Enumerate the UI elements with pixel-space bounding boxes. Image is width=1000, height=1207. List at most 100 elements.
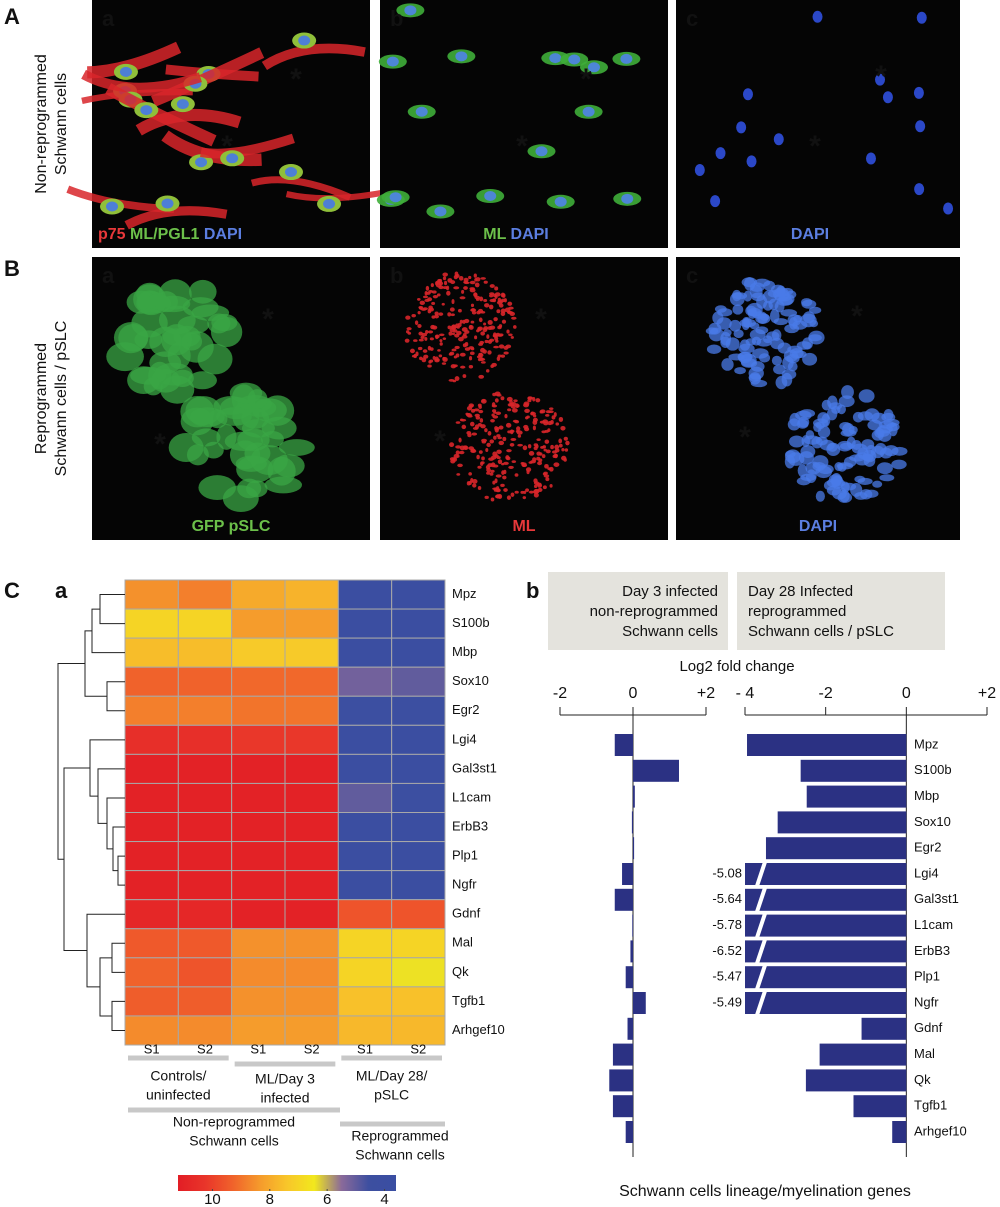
image-caption: ML DAPI <box>483 226 549 243</box>
bar <box>853 1095 907 1118</box>
category-label: Qk <box>914 1072 931 1087</box>
cell <box>441 362 447 365</box>
cell <box>216 407 252 426</box>
cell <box>438 278 443 284</box>
cell <box>404 338 410 343</box>
bar <box>625 966 633 989</box>
cell-process <box>261 43 366 71</box>
heatmap-cell <box>337 637 393 668</box>
row-label: Schwann cells / pSLC <box>53 321 70 477</box>
category-label: Tgfb1 <box>914 1098 947 1113</box>
cell <box>468 275 472 280</box>
cell <box>438 354 443 358</box>
axis-break <box>755 964 767 990</box>
cell <box>536 456 541 461</box>
bar <box>777 811 907 834</box>
cell <box>229 440 261 470</box>
heatmap-cell <box>284 841 339 872</box>
cell <box>542 485 547 490</box>
cell <box>478 409 484 414</box>
nucleus <box>389 192 402 203</box>
cell <box>468 472 472 476</box>
x-tick-label: -2 <box>553 685 567 702</box>
cell <box>506 449 512 453</box>
cell <box>451 348 457 352</box>
heatmap-cell <box>337 957 393 988</box>
caption-part: DAPI <box>204 226 242 243</box>
cell <box>456 454 460 458</box>
nucleus <box>943 202 954 215</box>
cell <box>474 335 478 340</box>
bar <box>745 914 907 937</box>
panel-title: Day 3 infected <box>622 583 718 600</box>
cell <box>496 393 502 397</box>
cell <box>503 345 509 350</box>
heatmap-cell <box>231 782 286 813</box>
nucleus <box>226 153 239 164</box>
cell <box>160 375 195 404</box>
micrograph <box>380 0 668 248</box>
axis-break <box>755 990 767 1016</box>
cell <box>837 404 846 415</box>
heatmap-cell <box>337 695 393 726</box>
cell <box>442 276 447 281</box>
cell <box>486 442 491 448</box>
micrograph-texture <box>705 277 908 503</box>
cell <box>862 449 877 463</box>
cell <box>781 369 797 380</box>
heatmap-cell <box>124 666 179 697</box>
heatmap-cell <box>337 1015 393 1046</box>
heatmap-cell <box>124 695 179 726</box>
cell <box>461 327 468 332</box>
cell <box>498 303 504 308</box>
column-label: S2 <box>410 1041 426 1056</box>
cell <box>458 437 462 443</box>
nucleus <box>140 105 153 116</box>
cell <box>507 301 513 306</box>
cell <box>421 308 427 311</box>
cell <box>826 478 841 488</box>
cell <box>500 396 505 401</box>
cell <box>891 459 907 470</box>
row-label: Plp1 <box>452 848 478 863</box>
cell <box>417 298 421 301</box>
cell <box>805 461 822 475</box>
heatmap-cell <box>337 986 393 1017</box>
heatmap-cell <box>124 579 179 610</box>
bar <box>614 734 633 756</box>
heatmap-cell <box>177 579 233 610</box>
cell <box>565 440 570 446</box>
cell <box>453 329 458 333</box>
heatmap-cell <box>284 1015 339 1046</box>
nucleus <box>582 106 595 117</box>
cell <box>463 281 470 285</box>
cell <box>470 448 476 453</box>
cell <box>455 353 460 358</box>
cell <box>850 483 863 497</box>
category-label: L1cam <box>914 917 953 932</box>
cell <box>510 492 515 497</box>
image-letter: c <box>686 6 698 31</box>
cell <box>420 335 425 340</box>
cell <box>432 295 438 299</box>
cell <box>502 475 507 480</box>
cell <box>498 425 504 430</box>
bar <box>633 785 635 808</box>
cell <box>533 488 540 494</box>
cell <box>427 308 432 314</box>
cell <box>460 365 466 369</box>
cell <box>417 346 423 351</box>
image-caption: DAPI <box>791 226 829 243</box>
cell <box>542 472 547 476</box>
cell <box>484 495 489 500</box>
cell <box>455 421 461 424</box>
cell <box>541 430 547 434</box>
cell <box>800 313 817 328</box>
row-label: Ngfr <box>452 877 477 892</box>
cell <box>464 347 471 351</box>
nucleus <box>404 5 417 16</box>
cell <box>492 415 499 419</box>
heatmap-cell <box>284 579 339 610</box>
cell <box>509 442 515 447</box>
cell <box>787 418 801 431</box>
